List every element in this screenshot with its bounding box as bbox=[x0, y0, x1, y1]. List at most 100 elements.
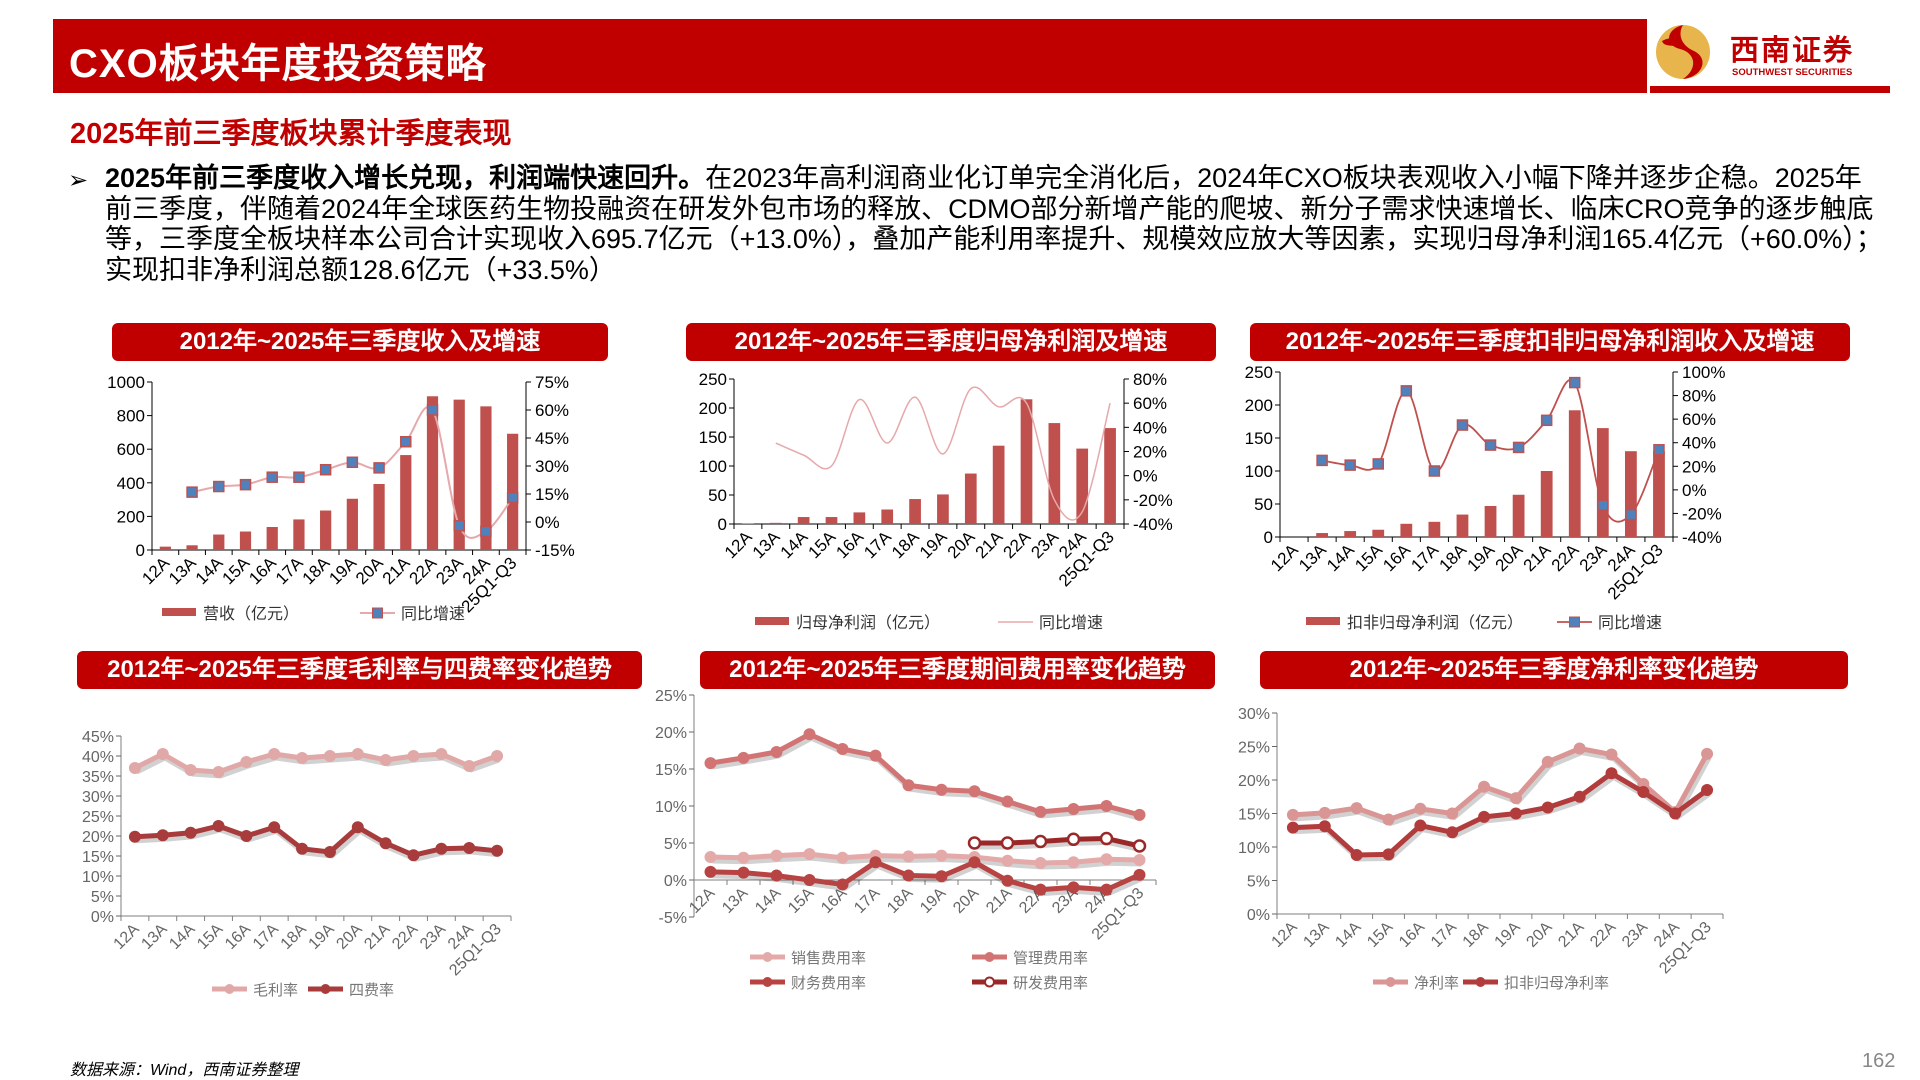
x-tick-label: 12A bbox=[686, 885, 718, 917]
data-point bbox=[1133, 854, 1146, 867]
bar bbox=[400, 455, 412, 550]
data-point bbox=[836, 878, 849, 891]
data-point bbox=[1034, 856, 1047, 869]
x-tick-label: 15A bbox=[1351, 540, 1386, 575]
y-tick-label: 20% bbox=[655, 725, 687, 742]
data-point bbox=[1034, 883, 1047, 896]
x-tick-label: 22A bbox=[1587, 919, 1619, 951]
data-point bbox=[1540, 414, 1553, 427]
x-tick-label: 12A bbox=[1269, 919, 1301, 951]
y-tick-label: 10% bbox=[82, 869, 114, 886]
y2-tick-label: 30% bbox=[535, 457, 569, 476]
bullet-arrow-icon: ➢ bbox=[68, 167, 89, 194]
data-point bbox=[1400, 385, 1413, 397]
data-point bbox=[266, 471, 278, 483]
legend-marker bbox=[762, 977, 773, 987]
y-tick-label: 5% bbox=[1247, 874, 1270, 891]
x-tick-label: 15A bbox=[785, 885, 817, 917]
data-point bbox=[240, 756, 253, 768]
y2-tick-label: 40% bbox=[1682, 434, 1716, 453]
x-tick-label: 17A bbox=[1407, 540, 1442, 575]
y2-tick-label: 60% bbox=[1682, 410, 1716, 429]
y-tick-label: 15% bbox=[1238, 807, 1270, 824]
bar bbox=[797, 517, 810, 524]
data-point bbox=[1428, 465, 1441, 477]
y-tick-label: 0 bbox=[718, 515, 727, 534]
legend-item: 管理费用率 bbox=[972, 950, 1088, 967]
data-point bbox=[1541, 755, 1554, 768]
data-point bbox=[435, 748, 448, 760]
y-tick-label: 0% bbox=[664, 873, 687, 890]
chart-1: 050100150200250-40%-20%0%20%40%60%80%12A… bbox=[699, 370, 1173, 632]
legend-item: 净利率 bbox=[1373, 975, 1459, 992]
legend-label: 财务费用率 bbox=[791, 975, 866, 992]
data-point bbox=[1132, 839, 1147, 853]
y-tick-label: 45% bbox=[82, 729, 114, 746]
legend-item: 营收（亿元） bbox=[162, 605, 299, 623]
legend-label: 营收（亿元） bbox=[203, 605, 299, 623]
x-tick-label: 18A bbox=[888, 527, 923, 562]
data-point bbox=[1509, 792, 1522, 805]
data-point bbox=[186, 486, 198, 498]
data-point bbox=[1414, 819, 1427, 832]
y2-tick-label: 60% bbox=[1133, 394, 1167, 413]
summary-lead: 2025年前三季度收入增长兑现，利润端快速回升。 bbox=[105, 163, 706, 193]
chart-5: 0% 5% 10% 15% 20% 25% 30% 12A 13A 14A 15A 16A 17A 18A… bbox=[1238, 706, 1724, 992]
data-point bbox=[323, 750, 336, 762]
legend-item: 扣非归母净利率 bbox=[1463, 975, 1609, 992]
data-point bbox=[1100, 800, 1113, 812]
x-tick-label: 23A bbox=[1619, 919, 1651, 951]
x-tick-label: 17A bbox=[250, 921, 282, 953]
y-tick-label: 50 bbox=[708, 486, 727, 505]
x-tick-label: 20A bbox=[333, 921, 365, 953]
x-tick-label: 18A bbox=[1435, 540, 1470, 575]
chart-3: 0% 5% 10% 15% 20% 25% 30% 35% 40% 45% 12A13A14A15A… bbox=[82, 729, 512, 999]
deck-title: CXO板块年度投资策略 bbox=[69, 42, 487, 86]
x-tick-label: 23A bbox=[417, 921, 449, 953]
bar bbox=[1400, 523, 1413, 537]
data-point bbox=[1316, 454, 1328, 467]
y-tick-label: 150 bbox=[1245, 429, 1273, 448]
data-source: 数据来源：Wind，西南证券整理 bbox=[70, 1062, 299, 1079]
data-point bbox=[480, 525, 492, 538]
x-tick-label: 19A bbox=[917, 885, 949, 917]
data-point bbox=[1478, 780, 1491, 793]
bar bbox=[1104, 428, 1116, 524]
x-tick-label: 19A bbox=[916, 527, 951, 562]
data-point bbox=[902, 869, 915, 882]
x-tick-label: 13A bbox=[138, 921, 170, 953]
y-tick-label: 0 bbox=[136, 541, 145, 560]
x-tick-label: 16A bbox=[222, 921, 254, 953]
data-point bbox=[1573, 790, 1586, 803]
bar bbox=[239, 531, 252, 550]
y-tick-label: 30% bbox=[1238, 706, 1270, 723]
data-point bbox=[156, 748, 169, 760]
data-point bbox=[968, 856, 981, 869]
bar bbox=[1076, 448, 1089, 524]
x-tick-label: 18A bbox=[278, 921, 310, 953]
bar bbox=[1596, 428, 1609, 537]
bar bbox=[742, 523, 754, 524]
bar bbox=[1344, 531, 1357, 537]
series-line bbox=[775, 386, 1111, 521]
x-tick-label: 14A bbox=[1332, 919, 1364, 951]
data-point bbox=[1605, 748, 1618, 761]
y-tick-label: 800 bbox=[117, 407, 145, 426]
data-point bbox=[323, 846, 336, 858]
bar bbox=[426, 396, 439, 550]
data-point bbox=[1001, 854, 1014, 867]
data-point bbox=[1509, 807, 1522, 820]
x-tick-label: 22A bbox=[1000, 527, 1035, 562]
y-tick-label: 200 bbox=[1245, 396, 1273, 415]
data-point bbox=[268, 748, 281, 760]
y2-tick-label: 0% bbox=[1682, 481, 1707, 500]
legend-item: 同比增速 bbox=[1557, 614, 1662, 632]
bar bbox=[909, 499, 921, 524]
x-tick-label: 21A bbox=[983, 885, 1015, 917]
bar bbox=[293, 519, 305, 550]
data-point bbox=[704, 865, 717, 878]
y-tick-label: 15% bbox=[82, 849, 114, 866]
data-point bbox=[212, 820, 225, 832]
legend-label: 管理费用率 bbox=[1013, 950, 1088, 967]
legend-item: 财务费用率 bbox=[750, 975, 866, 992]
